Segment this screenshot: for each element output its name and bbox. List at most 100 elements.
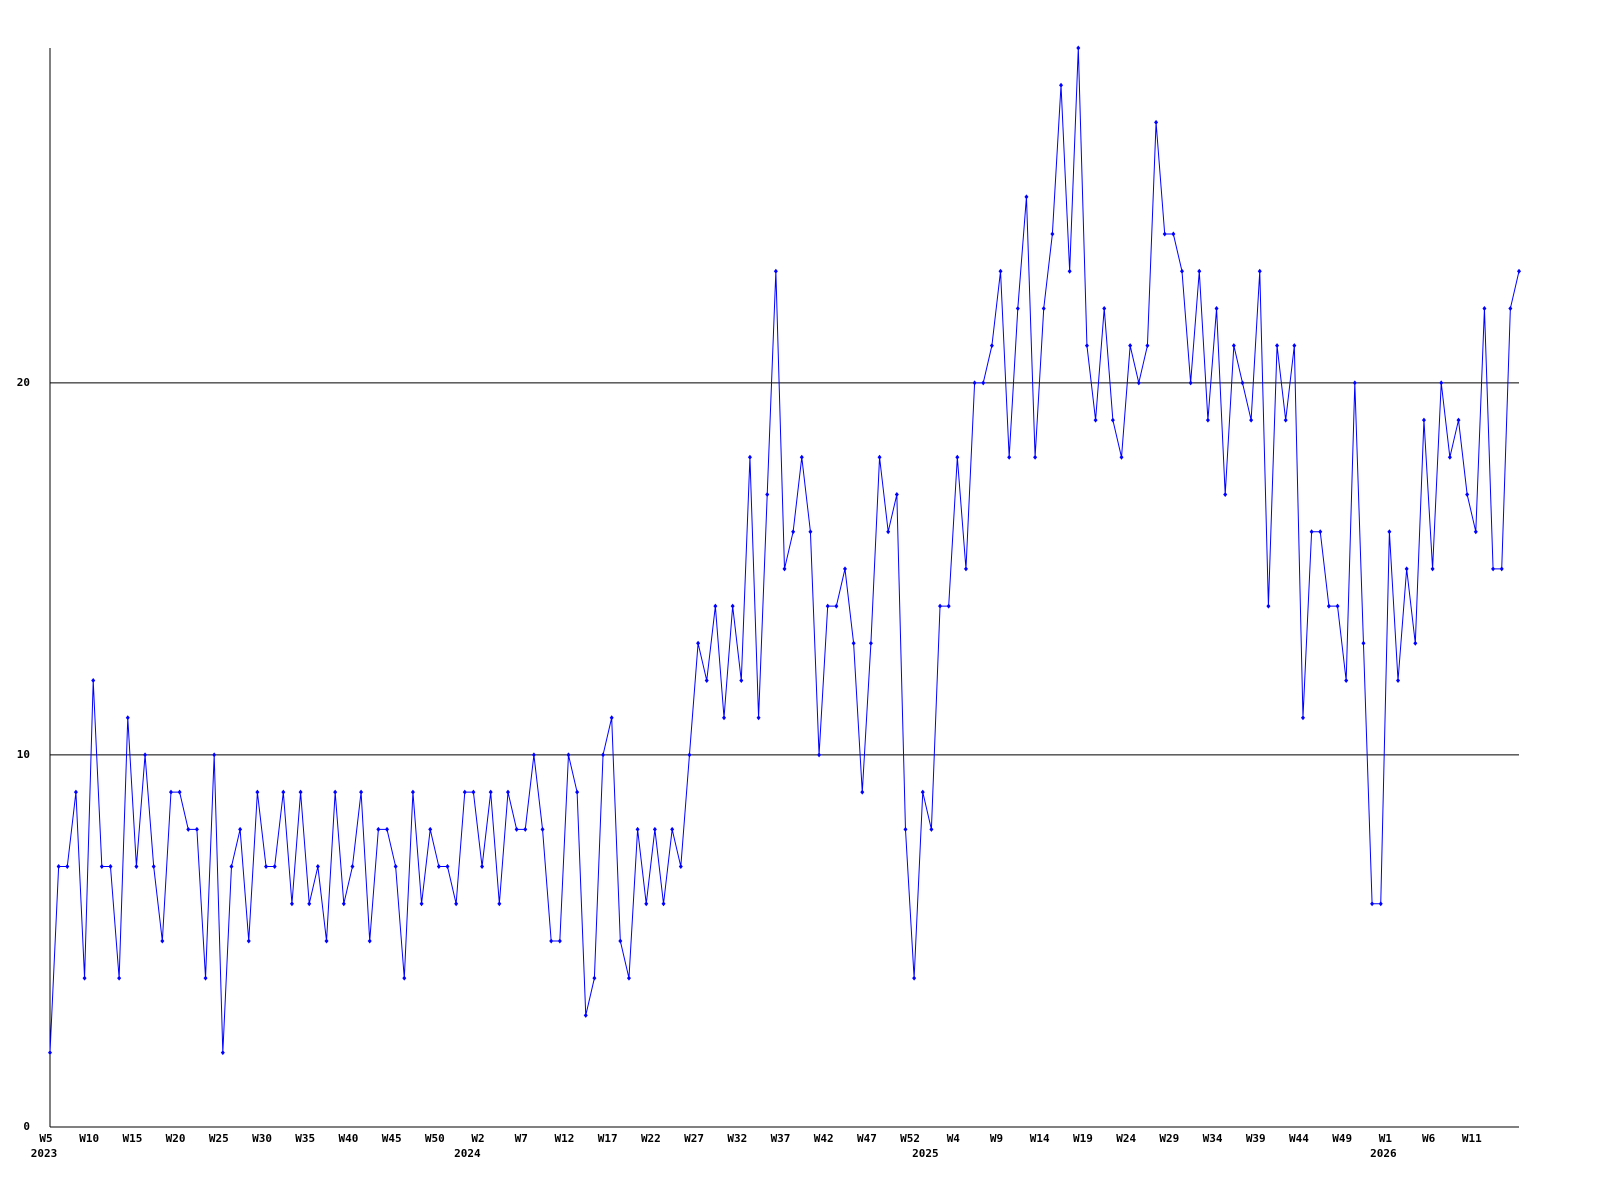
x-tick-label: W30 [252, 1132, 272, 1145]
point [255, 789, 260, 795]
point [160, 938, 165, 944]
point [91, 678, 96, 684]
x-tick-label: W35 [295, 1132, 315, 1145]
point [488, 789, 493, 795]
point [1249, 417, 1254, 423]
point [454, 901, 459, 907]
point [497, 901, 502, 907]
x-tick-label: W32 [727, 1132, 747, 1145]
point [773, 268, 778, 274]
point [851, 640, 856, 646]
point [203, 975, 208, 981]
y-tick-label: 20 [17, 376, 30, 389]
point [756, 715, 761, 721]
point [1188, 380, 1193, 386]
point [1119, 454, 1124, 460]
x-tick-label: W37 [771, 1132, 791, 1145]
point [972, 380, 977, 386]
point [1266, 603, 1271, 609]
point [73, 789, 78, 795]
point [1059, 82, 1064, 88]
point [549, 938, 554, 944]
point [1223, 491, 1228, 497]
point [730, 603, 735, 609]
point [1413, 640, 1418, 646]
point [765, 491, 770, 497]
point [1404, 566, 1409, 572]
point [1110, 417, 1115, 423]
point [1240, 380, 1245, 386]
point [1197, 268, 1202, 274]
y-tick-label: 0 [23, 1120, 30, 1133]
x-tick-label: W52 [900, 1132, 920, 1145]
point [1041, 305, 1046, 311]
point [1136, 380, 1141, 386]
point [1292, 343, 1297, 349]
point [393, 864, 398, 870]
point [678, 864, 683, 870]
point [436, 864, 441, 870]
point [229, 864, 234, 870]
point [1482, 305, 1487, 311]
point [1007, 454, 1012, 460]
point [212, 752, 217, 758]
x-tick-label: W34 [1203, 1132, 1223, 1145]
point [722, 715, 727, 721]
point [566, 752, 571, 758]
point [1205, 417, 1210, 423]
point [1370, 901, 1375, 907]
x-tick-label: W40 [339, 1132, 359, 1145]
point [920, 789, 925, 795]
point [307, 901, 312, 907]
x-tick-label: W6 [1422, 1132, 1436, 1145]
point [713, 603, 718, 609]
point [315, 864, 320, 870]
point [65, 864, 70, 870]
point [177, 789, 182, 795]
point [557, 938, 562, 944]
point [134, 864, 139, 870]
x-tick-label: W14 [1030, 1132, 1050, 1145]
point [696, 640, 701, 646]
point [1024, 194, 1029, 200]
x-group-label: 2025 [912, 1147, 939, 1160]
point [989, 343, 994, 349]
point [1275, 343, 1280, 349]
point [618, 938, 623, 944]
point [1499, 566, 1504, 572]
point [946, 603, 951, 609]
x-tick-label: W7 [515, 1132, 528, 1145]
x-tick-label: W4 [947, 1132, 961, 1145]
x-tick-label: W49 [1332, 1132, 1352, 1145]
point [1076, 45, 1081, 51]
x-tick-label: W39 [1246, 1132, 1266, 1145]
point [739, 678, 744, 684]
x-tick-label: W17 [598, 1132, 618, 1145]
point [886, 529, 891, 535]
point [644, 901, 649, 907]
point [48, 1050, 52, 1056]
point [1352, 380, 1357, 386]
point [359, 789, 364, 795]
x-tick-label: W1 [1379, 1132, 1393, 1145]
x-tick-label: W24 [1116, 1132, 1136, 1145]
point [324, 938, 329, 944]
point [1491, 566, 1496, 572]
point [583, 1012, 588, 1018]
x-group-label: 2024 [454, 1147, 481, 1160]
point [108, 864, 113, 870]
point [289, 901, 294, 907]
point [333, 789, 338, 795]
point [1456, 417, 1461, 423]
point [238, 826, 243, 832]
point [1145, 343, 1150, 349]
point [462, 789, 467, 795]
y-tick-label: 10 [17, 748, 30, 761]
point [82, 975, 87, 981]
x-tick-label: W12 [555, 1132, 575, 1145]
x-tick-label: W2 [471, 1132, 484, 1145]
x-tick-label: W42 [814, 1132, 834, 1145]
point [1309, 529, 1314, 535]
point [652, 826, 657, 832]
point [626, 975, 631, 981]
